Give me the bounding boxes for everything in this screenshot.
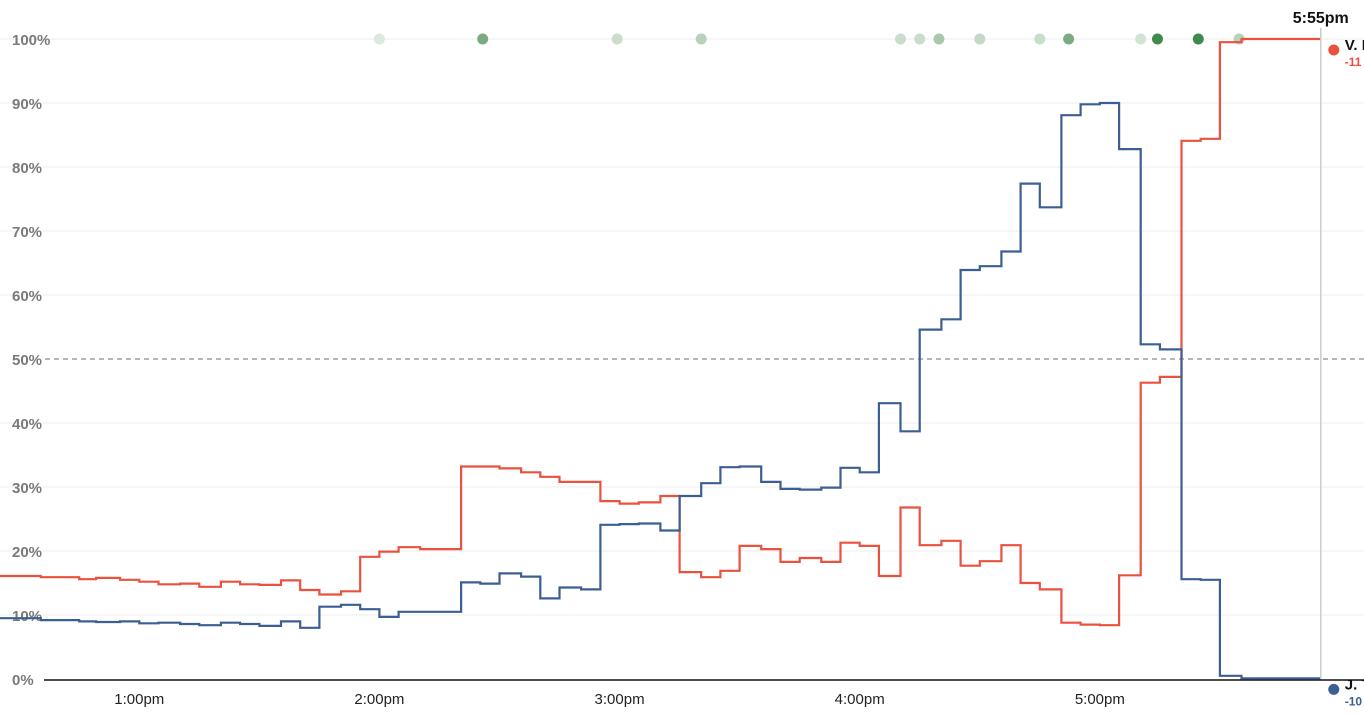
y-tick-label: 70% [12, 224, 42, 241]
current-time-label: 5:55pm [1293, 10, 1349, 27]
y-tick-label: 10% [12, 608, 42, 625]
event-dot [1063, 33, 1075, 45]
y-tick-label: 100% [12, 32, 50, 49]
y-tick-label: 20% [12, 544, 42, 561]
event-dot [1192, 33, 1204, 45]
player-name-line: V. Hovland100% [1345, 37, 1364, 54]
event-dot [695, 33, 707, 45]
player-name: J. Thomas [1345, 676, 1364, 693]
player-score-line: -11thru F [1345, 55, 1364, 69]
event-dot [477, 33, 489, 45]
event-dot [895, 33, 907, 45]
player-labels: V. Hovland100%-11thru F J. Thomas0%-10thr… [1328, 37, 1364, 708]
series-lines [0, 37, 1321, 680]
x-tick-label: 2:00pm [354, 691, 404, 708]
event-dot [373, 33, 385, 45]
event-dots [373, 33, 1245, 45]
y-tick-label: 60% [12, 288, 42, 305]
event-dot [933, 33, 945, 45]
x-tick-label: 4:00pm [835, 691, 885, 708]
event-dot [914, 33, 926, 45]
y-tick-label: 50% [12, 352, 42, 369]
event-dot [1135, 33, 1147, 45]
player-score: -10 [1345, 694, 1363, 708]
player-score: -11 [1345, 55, 1362, 69]
player-name: V. Hovland [1345, 37, 1364, 54]
y-axis-ticks: 0% 10% 20% 30% 40% 50% 60% 70% 80% 90% 100% [12, 32, 50, 689]
player-score-line: -10thru F [1345, 694, 1364, 708]
event-dot [611, 33, 623, 45]
grid-lines [0, 38, 1364, 616]
x-axis-ticks: 1:00pm 2:00pm 3:00pm 4:00pm 5:00pm [114, 691, 1125, 708]
y-tick-label: 90% [12, 96, 42, 113]
player-marker [1328, 44, 1340, 56]
series-line [0, 37, 1321, 627]
y-tick-label: 80% [12, 160, 42, 177]
y-tick-label: 40% [12, 416, 42, 433]
x-tick-label: 1:00pm [114, 691, 164, 708]
x-tick-label: 3:00pm [595, 691, 645, 708]
player-name-line: J. Thomas0% [1345, 676, 1364, 693]
event-dot [1034, 33, 1046, 45]
event-dot [974, 33, 986, 45]
y-tick-label: 0% [12, 672, 34, 689]
event-dot [1151, 33, 1163, 45]
y-tick-label: 30% [12, 480, 42, 497]
series-line [0, 101, 1321, 680]
player-marker [1328, 683, 1340, 695]
x-tick-label: 5:00pm [1075, 691, 1125, 708]
